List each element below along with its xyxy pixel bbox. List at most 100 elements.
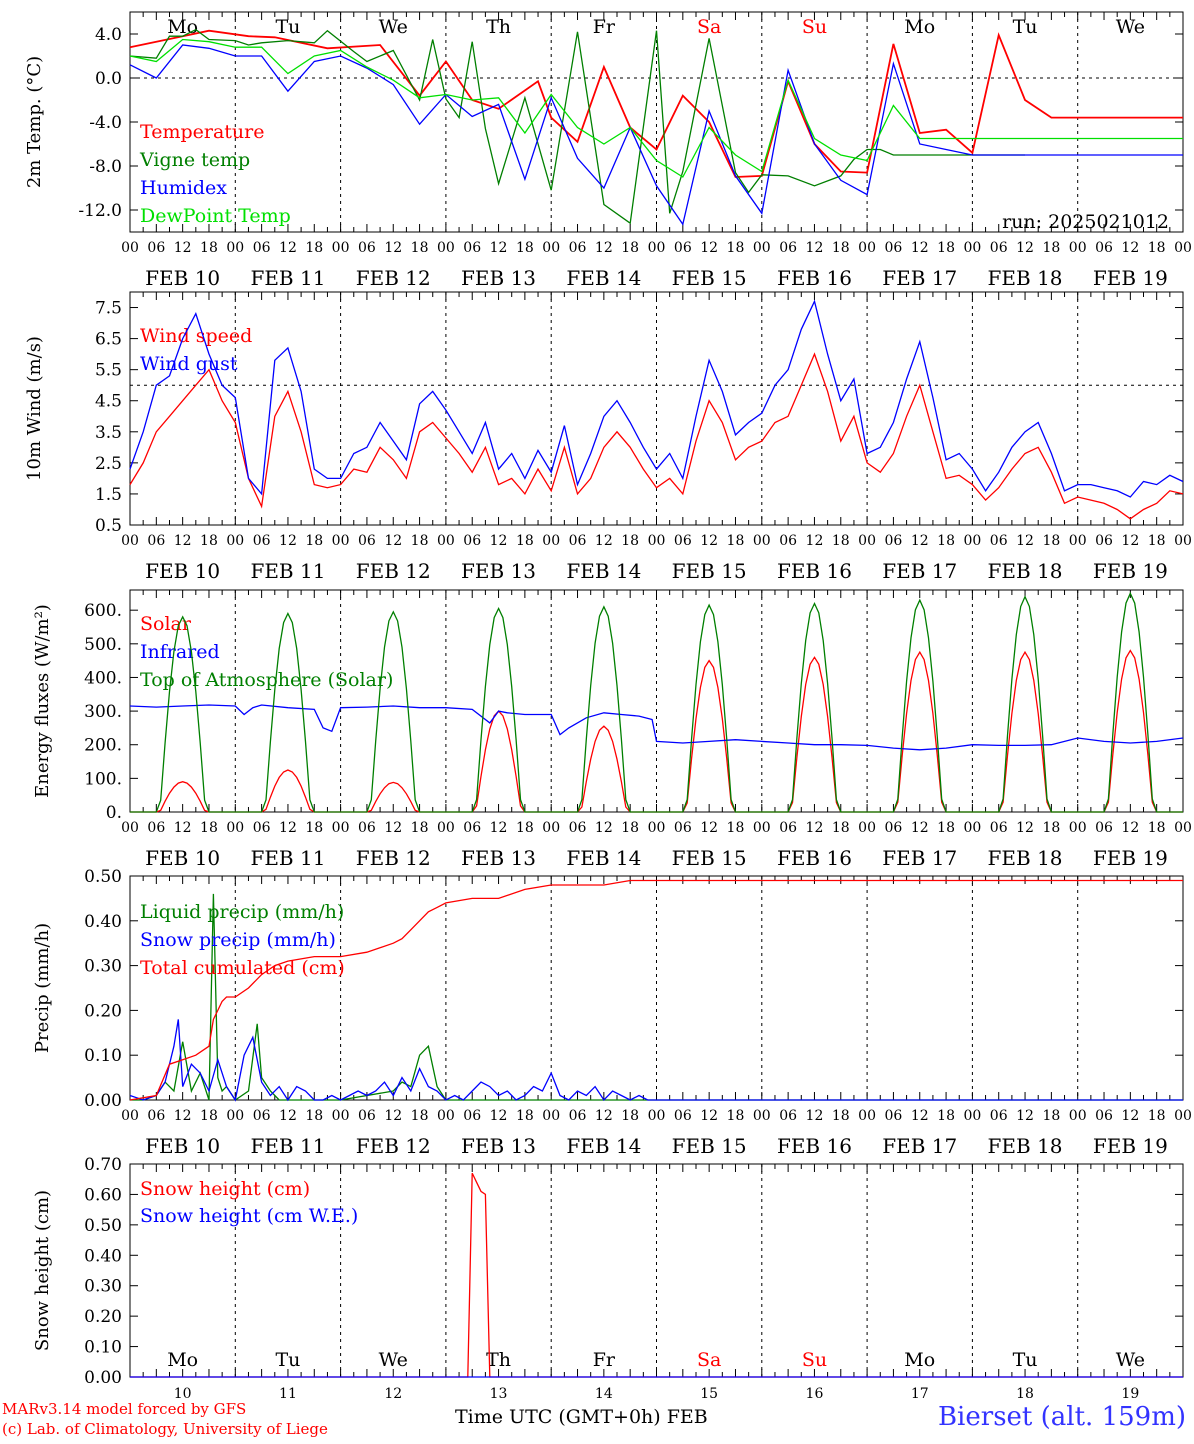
hour-tick-label: 00 bbox=[121, 1108, 139, 1124]
hour-tick-label: 00 bbox=[542, 820, 560, 836]
hour-tick-label: 12 bbox=[1016, 533, 1034, 549]
day-number-label: 12 bbox=[384, 1386, 402, 1402]
legend-entry: Snow height (cm W.E.) bbox=[140, 1205, 358, 1227]
hour-tick-label: 12 bbox=[1121, 533, 1139, 549]
y-axis-label: Snow height (cm) bbox=[32, 1190, 53, 1351]
hour-tick-label: 06 bbox=[147, 820, 165, 836]
hour-tick-label: 18 bbox=[200, 240, 218, 256]
day-number-label: 10 bbox=[174, 1386, 192, 1402]
hour-tick-label: 18 bbox=[937, 1108, 955, 1124]
legend-entry: Humidex bbox=[140, 177, 227, 199]
hour-tick-label: 06 bbox=[463, 240, 481, 256]
date-label: FEB 10 bbox=[145, 559, 220, 583]
date-label: FEB 19 bbox=[1093, 559, 1168, 583]
hour-tick-label: 18 bbox=[832, 240, 850, 256]
hour-tick-label: 00 bbox=[963, 820, 981, 836]
hour-tick-label: 12 bbox=[911, 820, 929, 836]
hour-tick-label: 06 bbox=[147, 1108, 165, 1124]
day-number-label: 15 bbox=[700, 1386, 718, 1402]
hour-tick-label: 06 bbox=[358, 1108, 376, 1124]
hour-tick-label: 00 bbox=[542, 240, 560, 256]
plot-frame bbox=[129, 11, 1184, 233]
y-tick-label: 0.60 bbox=[84, 1185, 122, 1205]
date-label: FEB 11 bbox=[250, 559, 325, 583]
weekday-label: Fr bbox=[593, 16, 616, 38]
hour-tick-label: 12 bbox=[174, 240, 192, 256]
date-label: FEB 12 bbox=[356, 266, 431, 290]
hour-tick-label: 12 bbox=[384, 240, 402, 256]
hour-tick-label: 12 bbox=[490, 240, 508, 256]
hour-tick-label: 06 bbox=[990, 533, 1008, 549]
hour-tick-label: 06 bbox=[569, 533, 587, 549]
hour-tick-label: 00 bbox=[1174, 240, 1192, 256]
date-label: FEB 13 bbox=[461, 1134, 536, 1158]
series-line-total-cumulated-cm bbox=[129, 879, 1183, 1101]
hour-tick-label: 00 bbox=[963, 240, 981, 256]
hour-tick-label: 18 bbox=[621, 820, 639, 836]
weekday-label: We bbox=[379, 1349, 408, 1371]
y-tick-label: 0.10 bbox=[84, 1338, 122, 1358]
hour-tick-label: 12 bbox=[174, 1108, 192, 1124]
hour-tick-label: 06 bbox=[674, 820, 692, 836]
hour-tick-label: 18 bbox=[516, 240, 534, 256]
y-tick-label: 1.5 bbox=[95, 485, 122, 505]
hour-tick-label: 12 bbox=[1121, 820, 1139, 836]
date-label: FEB 16 bbox=[777, 1134, 852, 1158]
y-tick-label: -8.0 bbox=[89, 157, 122, 177]
hour-tick-label: 12 bbox=[595, 533, 613, 549]
date-label: FEB 15 bbox=[672, 266, 747, 290]
y-tick-label: 0.40 bbox=[84, 912, 122, 932]
date-label: FEB 13 bbox=[461, 266, 536, 290]
date-label: FEB 17 bbox=[882, 846, 957, 870]
hour-tick-label: 06 bbox=[253, 1108, 271, 1124]
day-number-label: 14 bbox=[595, 1386, 613, 1402]
series-line-temperature bbox=[129, 29, 1183, 178]
series-line-top-of-atmosphere-solar bbox=[130, 591, 1183, 813]
hour-tick-label: 12 bbox=[490, 1108, 508, 1124]
hour-tick-label: 18 bbox=[305, 820, 323, 836]
series-line-wind-speed bbox=[129, 352, 1184, 520]
hour-tick-label: 12 bbox=[911, 533, 929, 549]
date-label: FEB 11 bbox=[250, 846, 325, 870]
weekday-label: We bbox=[1116, 16, 1145, 38]
hour-tick-label: 06 bbox=[990, 240, 1008, 256]
y-tick-label: 2.5 bbox=[95, 454, 122, 474]
hour-tick-label: 12 bbox=[384, 533, 402, 549]
y-tick-label: 4.0 bbox=[95, 25, 122, 45]
hour-tick-label: 12 bbox=[490, 820, 508, 836]
hour-tick-label: 06 bbox=[569, 1108, 587, 1124]
hour-tick-label: 12 bbox=[279, 240, 297, 256]
weekday-label: Tu bbox=[275, 1349, 300, 1371]
hour-tick-label: 18 bbox=[411, 533, 429, 549]
hour-tick-label: 18 bbox=[621, 1108, 639, 1124]
hour-tick-label: 06 bbox=[990, 820, 1008, 836]
hour-tick-label: 00 bbox=[753, 240, 771, 256]
hour-tick-label: 00 bbox=[226, 820, 244, 836]
hour-tick-label: 18 bbox=[937, 820, 955, 836]
day-number-label: 18 bbox=[1016, 1386, 1034, 1402]
date-label: FEB 16 bbox=[777, 846, 852, 870]
y-axis-label: Precip (mm/h) bbox=[32, 923, 53, 1053]
hour-tick-label: 18 bbox=[727, 533, 745, 549]
date-label: FEB 13 bbox=[461, 846, 536, 870]
hour-tick-label: 18 bbox=[305, 240, 323, 256]
hour-tick-label: 12 bbox=[700, 820, 718, 836]
hour-tick-label: 12 bbox=[595, 240, 613, 256]
date-label: FEB 14 bbox=[566, 1134, 641, 1158]
date-label: FEB 12 bbox=[356, 559, 431, 583]
date-label: FEB 18 bbox=[988, 266, 1063, 290]
date-label: FEB 18 bbox=[988, 1134, 1063, 1158]
date-label: FEB 11 bbox=[250, 266, 325, 290]
weekday-label: We bbox=[1116, 1349, 1145, 1371]
y-tick-label: 4.5 bbox=[95, 392, 122, 412]
y-tick-label: 0.30 bbox=[84, 1277, 122, 1297]
y-tick-label: 0.30 bbox=[84, 957, 122, 977]
hour-tick-label: 12 bbox=[911, 240, 929, 256]
hour-tick-label: 18 bbox=[1042, 820, 1060, 836]
hour-tick-label: 18 bbox=[200, 820, 218, 836]
hour-tick-label: 00 bbox=[753, 533, 771, 549]
series-line-infrared bbox=[129, 704, 1184, 751]
hour-tick-label: 00 bbox=[1174, 533, 1192, 549]
hour-tick-label: 12 bbox=[279, 820, 297, 836]
